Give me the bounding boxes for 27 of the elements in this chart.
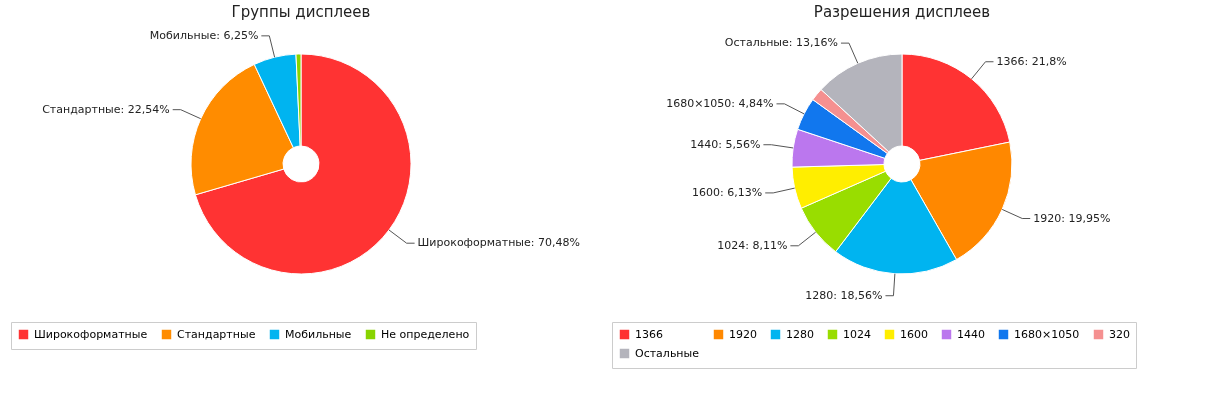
chart-title: Разрешения дисплеев	[813, 3, 991, 21]
legend-label: Широкоформатные	[34, 327, 148, 341]
data-label: 1680×1050: 4,84%	[666, 96, 774, 110]
legend-label: 1440	[957, 327, 985, 341]
legend-label: 1024	[843, 327, 871, 341]
data-label: 1440: 5,56%	[690, 137, 761, 151]
data-label: 1366: 21,8%	[996, 54, 1067, 68]
legend-label: 1920	[729, 327, 757, 341]
data-label: Остальные: 13,16%	[724, 36, 838, 50]
donut-slice	[194, 53, 412, 275]
data-label: 1280: 18,56%	[805, 288, 883, 302]
data-label: Стандартные: 22,54%	[42, 102, 170, 116]
data-label: 1920: 19,95%	[1033, 211, 1111, 225]
legend-label: 320	[1109, 327, 1130, 341]
legend-label: 1680×1050	[1014, 327, 1080, 341]
data-label: Широкоформатные: 70,48%	[417, 236, 580, 250]
legend-label: 1366	[635, 327, 663, 341]
legend-label: Мобильные	[285, 327, 352, 341]
data-label: 1600: 6,13%	[692, 185, 763, 199]
data-label: Мобильные: 6,25%	[149, 28, 259, 42]
legend-label: Остальные	[635, 346, 700, 360]
legend-label: Стандартные	[177, 327, 256, 341]
legend-label: 1600	[900, 327, 928, 341]
legend-label: 1280	[786, 327, 814, 341]
legend-label: Не определено	[381, 327, 470, 341]
data-label: 1024: 8,11%	[717, 238, 788, 252]
chart-title: Группы дисплеев	[231, 3, 371, 21]
